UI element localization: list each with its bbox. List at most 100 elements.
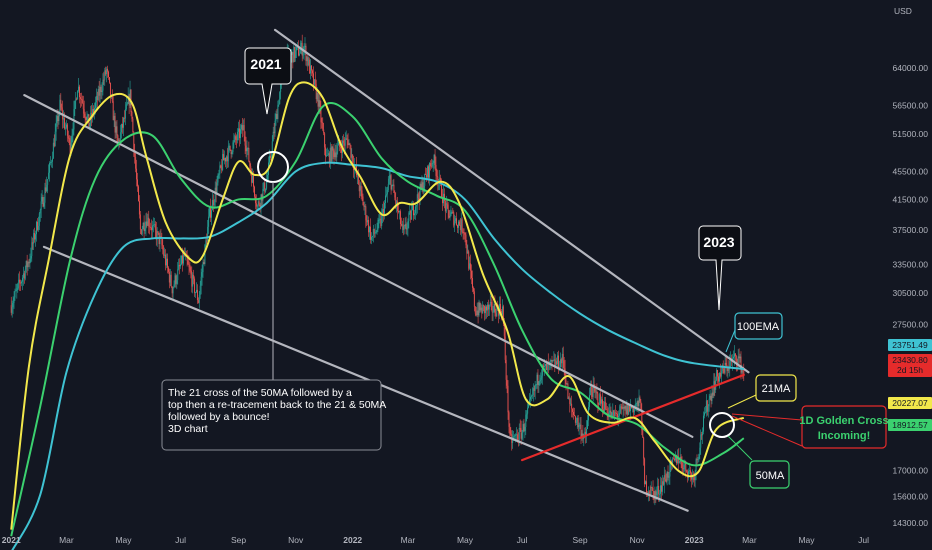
candle-body — [651, 486, 653, 488]
candle-body — [104, 70, 106, 80]
candle-body — [544, 365, 545, 367]
candle-body — [264, 182, 266, 192]
candle-body — [195, 292, 196, 293]
candle-body — [605, 409, 607, 411]
candle-body — [95, 96, 97, 103]
time-axis[interactable]: 2021 Mar May Jul Sep Nov 2022 Mar May Jul Sep Nov 20… — [2, 535, 869, 545]
candle-body — [22, 277, 23, 282]
candle-body — [436, 175, 438, 177]
candle-body — [198, 294, 200, 303]
candle-body — [171, 286, 173, 294]
candle-body — [598, 404, 600, 406]
candle-body — [669, 462, 671, 477]
candle-body — [111, 95, 113, 102]
candle-body — [487, 304, 489, 310]
candle-body — [425, 173, 427, 175]
candle-body — [26, 260, 28, 268]
candle-body — [433, 154, 435, 163]
candle-body — [150, 226, 152, 228]
candle-body — [325, 147, 327, 157]
candle-body — [38, 213, 40, 226]
candle-body — [209, 207, 211, 217]
candle-body — [728, 368, 730, 370]
candle-body — [312, 70, 313, 74]
candle-body — [523, 424, 525, 432]
candle-body — [665, 479, 667, 482]
candle-body — [194, 278, 196, 293]
y-tick-label: 30500.00 — [893, 288, 929, 298]
candle-body — [535, 384, 537, 386]
candle-body — [482, 305, 484, 314]
candle-body — [704, 412, 705, 416]
candle-body — [483, 305, 485, 306]
candle-body — [10, 305, 12, 313]
candle-body — [648, 491, 650, 494]
candle-body — [208, 216, 210, 227]
candle-body — [521, 432, 523, 439]
candle-body — [450, 212, 452, 217]
candle-body — [520, 428, 522, 439]
candle-body — [640, 401, 642, 410]
candle-body — [352, 154, 354, 164]
candle-body — [506, 379, 508, 386]
candle-body — [180, 264, 182, 267]
candle-body — [413, 205, 414, 216]
candle-body — [655, 491, 657, 496]
candle-body — [146, 221, 148, 226]
candle-body — [729, 361, 731, 370]
candle-body — [316, 93, 318, 100]
note-line-1: The 21 cross of the 50MA followed by a — [168, 387, 352, 399]
candle-body — [94, 102, 96, 108]
candle-body — [298, 53, 300, 56]
candle-body — [626, 404, 628, 414]
candle-body — [563, 360, 565, 369]
candle-body — [490, 302, 492, 303]
candle-body — [660, 485, 661, 494]
candle-body — [556, 361, 558, 365]
candle-body — [501, 306, 503, 315]
candle-body — [650, 486, 652, 494]
candle-body — [400, 224, 402, 226]
candle-body — [345, 138, 347, 140]
candle-body — [374, 232, 376, 234]
y-tick-label: 64000.00 — [893, 63, 929, 73]
candle-body — [249, 161, 251, 167]
candle-body — [596, 391, 598, 394]
candle-body — [97, 88, 99, 101]
candle-body — [463, 232, 465, 234]
candle-body — [671, 461, 673, 463]
candle-body — [143, 223, 145, 231]
candle-body — [475, 313, 477, 316]
candle-body — [708, 398, 710, 407]
candle-body — [725, 362, 727, 365]
candle-body — [233, 139, 235, 143]
100ema-line — [11, 161, 744, 550]
candle-body — [324, 133, 326, 148]
candle-body — [40, 201, 42, 210]
candle-body — [152, 225, 153, 231]
candle-body — [326, 155, 327, 157]
candle-body — [229, 145, 231, 150]
candle-body — [401, 224, 403, 226]
candle-body — [223, 154, 225, 161]
candle-body — [149, 226, 151, 228]
candle-body — [181, 255, 182, 265]
candle-body — [649, 493, 651, 494]
candle-body — [14, 290, 16, 298]
candle-body — [702, 431, 704, 436]
candle-body — [567, 383, 569, 399]
candlestick-layer — [10, 34, 745, 506]
candle-body — [443, 193, 445, 201]
price-axis[interactable]: 64000.00 56500.00 51500.00 45500.00 41500.00… — [888, 6, 932, 528]
y-tick-label: 33500.00 — [893, 260, 929, 270]
candle-body — [15, 290, 17, 291]
candle-body — [308, 59, 310, 66]
candle-body — [675, 454, 676, 461]
candle-body — [84, 113, 86, 118]
candle-body — [457, 224, 458, 228]
candle-body — [566, 383, 568, 385]
x-tick-label: 2023 — [685, 535, 704, 545]
candle-body — [172, 287, 174, 294]
candle-body — [76, 98, 78, 100]
